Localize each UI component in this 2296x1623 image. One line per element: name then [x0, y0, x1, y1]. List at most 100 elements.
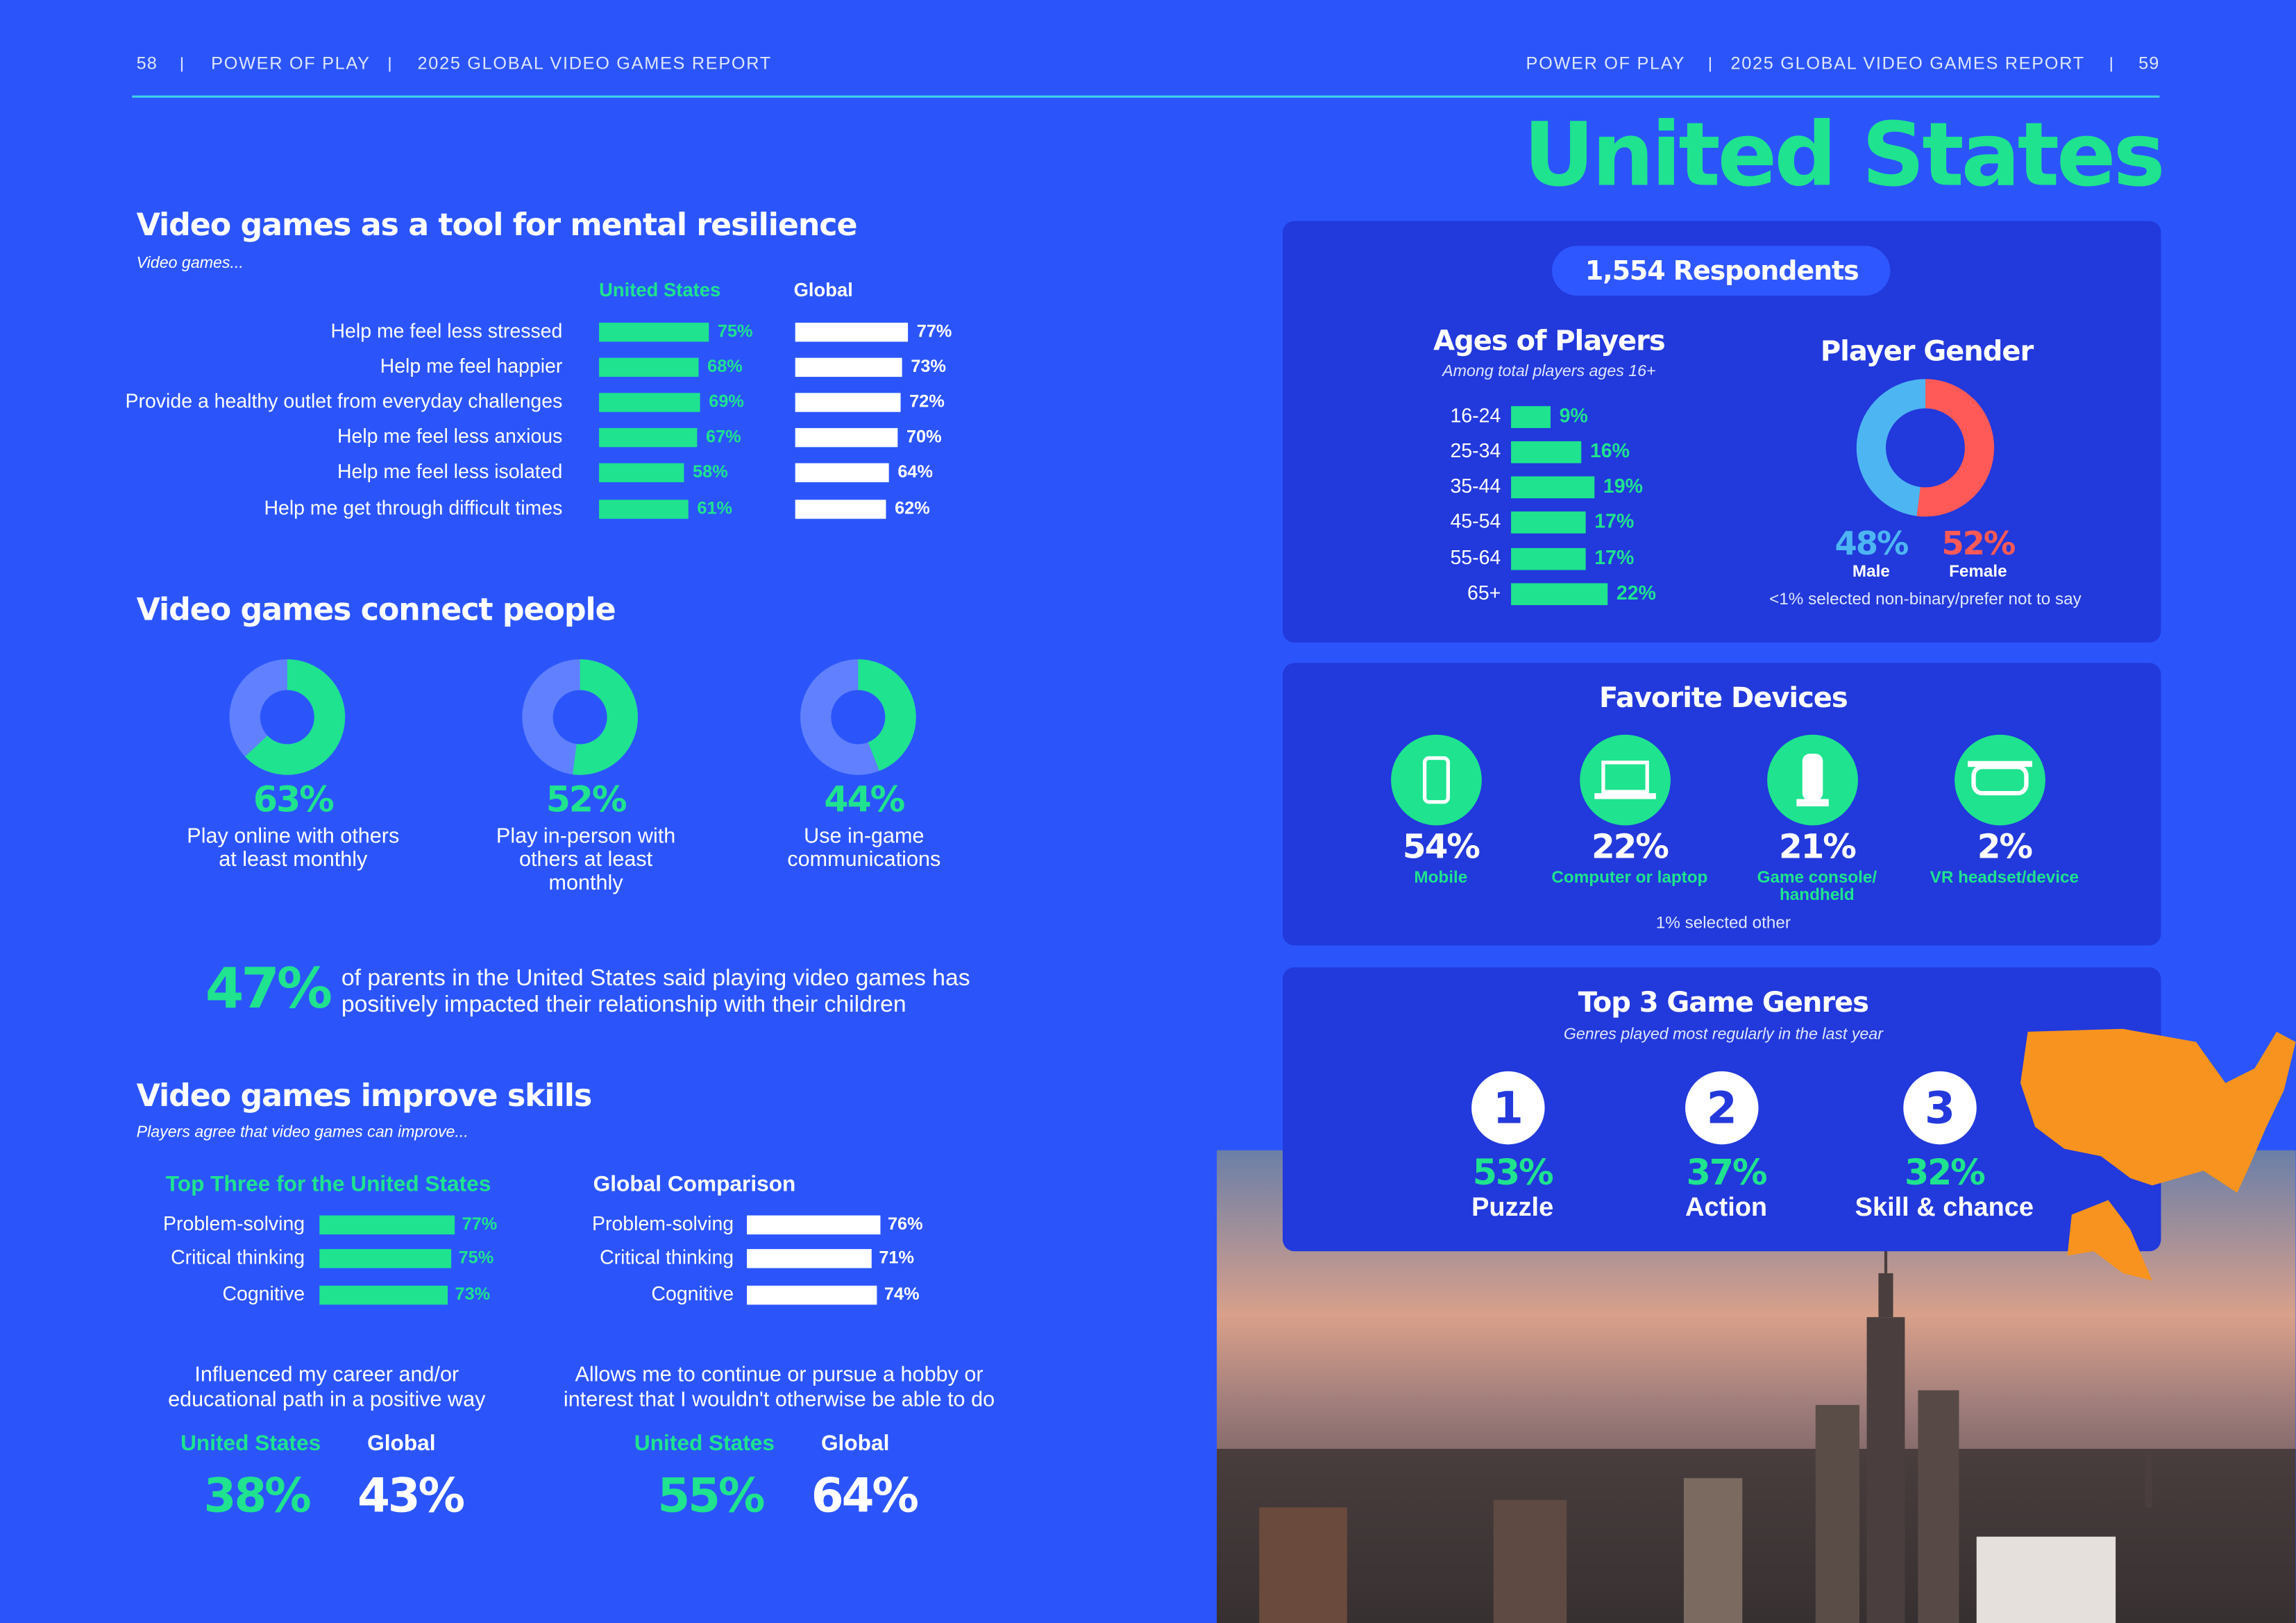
age-label: 55-64 [1450, 547, 1501, 569]
donut-caption: Play in-person with [496, 824, 675, 847]
us-bar [599, 357, 699, 377]
us-bar [319, 1285, 448, 1305]
section-subtitle: Video games... [137, 253, 244, 271]
page-number: 59 [2138, 53, 2159, 73]
stat-heading: United States [180, 1430, 321, 1455]
stat-heading: United States [634, 1430, 775, 1455]
header-report: 2025 GLOBAL VIDEO GAMES REPORT [418, 53, 772, 73]
stat-text: positively impacted their relationship w… [341, 991, 906, 1017]
genre-value: 37% [1687, 1152, 1767, 1193]
age-bar [1511, 406, 1551, 428]
device-name: Computer or laptop [1551, 868, 1707, 887]
section-title: Video games connect people [137, 593, 616, 628]
stat-heading: Global [367, 1430, 435, 1455]
us-value: 73% [455, 1284, 491, 1304]
device-value: 2% [1977, 827, 2033, 866]
age-value: 22% [1617, 582, 1656, 604]
device-value: 21% [1779, 827, 1856, 866]
us-value: 75% [718, 321, 753, 341]
us-bar [319, 1215, 455, 1235]
icon-mobile [1422, 756, 1451, 804]
genre-value: 53% [1473, 1152, 1553, 1193]
stat-value: 64% [811, 1468, 918, 1522]
device-name: Mobile [1414, 868, 1467, 887]
big-stat: 47% [205, 956, 331, 1021]
icon-laptop [1601, 760, 1649, 794]
panel-subtitle: Among total players ages 16+ [1441, 362, 1655, 380]
rank: 2 [1707, 1082, 1737, 1133]
us-bar [599, 323, 709, 342]
age-bar [1511, 547, 1586, 570]
icon-vr-band [1968, 760, 2032, 767]
global-bar [795, 427, 898, 448]
column-heading: Global Comparison [593, 1171, 796, 1196]
global-value: 72% [909, 392, 945, 411]
age-label: 25-34 [1450, 440, 1501, 462]
row-label: Problem-solving [592, 1213, 734, 1235]
genre-name: Action [1685, 1193, 1767, 1222]
age-bar [1511, 476, 1595, 499]
us-bar [319, 1249, 452, 1268]
donut-arc [522, 659, 638, 775]
stat-heading: Global [821, 1430, 889, 1455]
age-value: 17% [1594, 547, 1634, 569]
gender-name: Female [1949, 562, 2007, 581]
global-value: 62% [895, 499, 930, 518]
rank-badge [1471, 1071, 1545, 1145]
stat-text: of parents in the United States said pla… [341, 965, 970, 991]
panel-title: Top 3 Game Genres [1578, 987, 1868, 1019]
respondents-pill [1552, 246, 1891, 296]
global-bar [795, 323, 909, 342]
row-label: Critical thinking [171, 1246, 305, 1268]
donut-arc [800, 659, 916, 775]
row-label: Help me feel less anxious [337, 425, 562, 448]
donut-caption: monthly [549, 871, 624, 894]
column-heading: Global [794, 279, 853, 300]
device-icon-bg [1955, 734, 2045, 826]
device-icon-bg [1580, 734, 1671, 826]
genre-value: 32% [1905, 1152, 1985, 1193]
stat-value: 38% [204, 1468, 311, 1522]
gender-value: 52% [1942, 525, 2016, 562]
device-name: Game console/ [1757, 868, 1877, 887]
icon-console [1802, 754, 1823, 801]
stat-value: 43% [357, 1468, 464, 1522]
section-title: Video games improve skills [137, 1078, 592, 1114]
age-label: 45-54 [1450, 510, 1501, 532]
respondents: 1,554 Respondents [1585, 255, 1859, 286]
column-heading: Top Three for the United States [166, 1171, 491, 1196]
age-bar [1511, 511, 1586, 534]
rank-badge [1685, 1071, 1759, 1145]
row-label: Cognitive [222, 1283, 305, 1305]
device-name: VR headset/device [1930, 868, 2079, 887]
header-title: POWER OF PLAY [211, 53, 370, 73]
stat-caption: educational path in a positive way [168, 1387, 486, 1411]
us-value: 69% [709, 392, 744, 411]
donut-value: 44% [824, 779, 904, 819]
rank-badge [1903, 1071, 1977, 1145]
devices-panel [1283, 663, 2161, 946]
icon-console-base [1796, 799, 1829, 807]
row-label: Problem-solving [163, 1213, 305, 1235]
stat-value: 55% [657, 1468, 764, 1522]
panel-title: Player Gender [1821, 335, 2034, 367]
us-map [2020, 1028, 2296, 1281]
donut-caption: at least monthly [219, 847, 368, 871]
rank: 1 [1493, 1082, 1523, 1133]
device-value: 22% [1592, 827, 1669, 866]
genre-name: Puzzle [1471, 1193, 1553, 1222]
donut-caption: Use in-game [804, 824, 924, 847]
us-value: 68% [707, 357, 743, 376]
global-value: 74% [884, 1284, 920, 1304]
section-title: Video games as a tool for mental resilie… [137, 207, 857, 243]
gender-name: Male [1852, 562, 1890, 581]
age-bar [1511, 441, 1582, 464]
row-label: Critical thinking [600, 1246, 734, 1268]
global-value: 71% [879, 1248, 914, 1268]
donut-arc [1856, 379, 1995, 517]
device-icon-bg [1391, 734, 1482, 826]
row-label: Help me get through difficult times [264, 497, 562, 519]
global-bar [795, 463, 889, 482]
